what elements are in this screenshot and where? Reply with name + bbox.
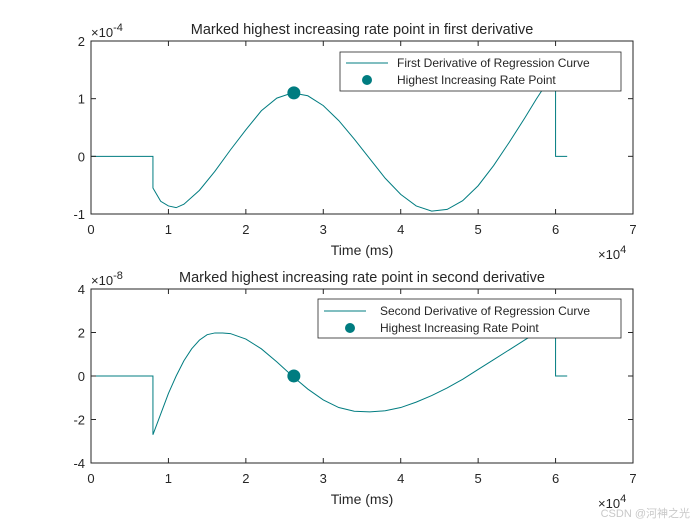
y-tick-label: 4 bbox=[78, 282, 85, 297]
x-tick-label: 4 bbox=[397, 222, 404, 237]
svg-text:×104: ×104 bbox=[598, 493, 626, 511]
y-tick-label: 1 bbox=[78, 92, 85, 107]
subplot-second-derivative: Marked highest increasing rate point in … bbox=[73, 270, 636, 511]
legend-marker-swatch-1 bbox=[362, 75, 372, 85]
y-tick-label: -2 bbox=[73, 413, 85, 428]
highest-rate-point-marker bbox=[287, 369, 301, 383]
legend-marker-swatch-2 bbox=[345, 323, 355, 333]
series-line-second-derivative bbox=[91, 323, 568, 435]
y-exponent-1: ×10-4 bbox=[91, 22, 123, 40]
x-exponent-base-2: ×10 bbox=[598, 496, 620, 511]
series-line-path bbox=[91, 323, 568, 435]
x-tick-label: 7 bbox=[629, 471, 636, 486]
legend-box-1 bbox=[339, 51, 622, 92]
x-tick-label: 7 bbox=[629, 222, 636, 237]
series-line-path bbox=[91, 71, 568, 212]
series-line-first-derivative bbox=[91, 71, 568, 212]
legend-item-2b: Highest Increasing Rate Point bbox=[380, 321, 539, 335]
axes-box-1 bbox=[90, 40, 634, 215]
x-tick-label: 2 bbox=[242, 222, 249, 237]
x-exponent-1: ×104 bbox=[598, 244, 626, 262]
x-tick-label: 6 bbox=[552, 471, 559, 486]
x-exponent-base-1: ×10 bbox=[598, 247, 620, 262]
y-tick-label: 0 bbox=[78, 369, 85, 384]
x-exponent-2: ×104 bbox=[598, 493, 626, 511]
svg-text:×10-8: ×10-8 bbox=[91, 270, 123, 288]
y-tick-label: 2 bbox=[78, 326, 85, 341]
y-exponent-power-2: -8 bbox=[113, 270, 123, 282]
x-axis-label-2: Time (ms) bbox=[331, 491, 393, 507]
y-tick-label: 2 bbox=[78, 34, 85, 49]
x-tick-label: 0 bbox=[87, 222, 94, 237]
x-tick-label: 6 bbox=[552, 222, 559, 237]
chart-title-2: Marked highest increasing rate point in … bbox=[179, 270, 545, 286]
x-tick-label: 1 bbox=[165, 222, 172, 237]
x-exponent-power-2: 4 bbox=[620, 493, 626, 505]
legend-box-2 bbox=[317, 298, 622, 339]
legend-item-1b: Highest Increasing Rate Point bbox=[397, 73, 556, 87]
svg-text:×104: ×104 bbox=[598, 244, 626, 262]
x-tick-label: 3 bbox=[320, 222, 327, 237]
x-tick-label: 3 bbox=[320, 471, 327, 486]
y-tick-label: -4 bbox=[73, 456, 85, 471]
axes-box-2 bbox=[90, 288, 634, 464]
y-exponent-base-1: ×10 bbox=[91, 25, 113, 40]
y-tick-label: -1 bbox=[73, 207, 85, 222]
x-tick-label: 1 bbox=[165, 471, 172, 486]
x-tick-label: 0 bbox=[87, 471, 94, 486]
watermark-text: CSDN @河神之光 bbox=[601, 506, 690, 520]
y-exponent-2: ×10-8 bbox=[91, 270, 123, 288]
legend-item-1a: First Derivative of Regression Curve bbox=[397, 56, 590, 70]
subplot-first-derivative: Marked highest increasing rate point in … bbox=[73, 22, 636, 262]
y-exponent-power-1: -4 bbox=[113, 22, 123, 34]
y-exponent-base-2: ×10 bbox=[91, 273, 113, 288]
x-tick-label: 5 bbox=[475, 471, 482, 486]
x-exponent-power-1: 4 bbox=[620, 244, 626, 256]
y-tick-label: 0 bbox=[78, 149, 85, 164]
x-tick-label: 5 bbox=[475, 222, 482, 237]
legend-item-2a: Second Derivative of Regression Curve bbox=[380, 304, 590, 318]
svg-text:×10-4: ×10-4 bbox=[91, 22, 123, 40]
highest-rate-point-marker bbox=[287, 86, 301, 100]
x-tick-label: 2 bbox=[242, 471, 249, 486]
series-point-highest-rate-2 bbox=[287, 369, 301, 383]
legend-1: First Derivative of Regression Curve Hig… bbox=[339, 51, 622, 92]
legend-2: Second Derivative of Regression Curve Hi… bbox=[317, 298, 622, 339]
series-point-highest-rate-1 bbox=[287, 86, 301, 100]
x-axis-label-1: Time (ms) bbox=[331, 242, 393, 258]
x-tick-label: 4 bbox=[397, 471, 404, 486]
chart-title-1: Marked highest increasing rate point in … bbox=[191, 22, 534, 38]
